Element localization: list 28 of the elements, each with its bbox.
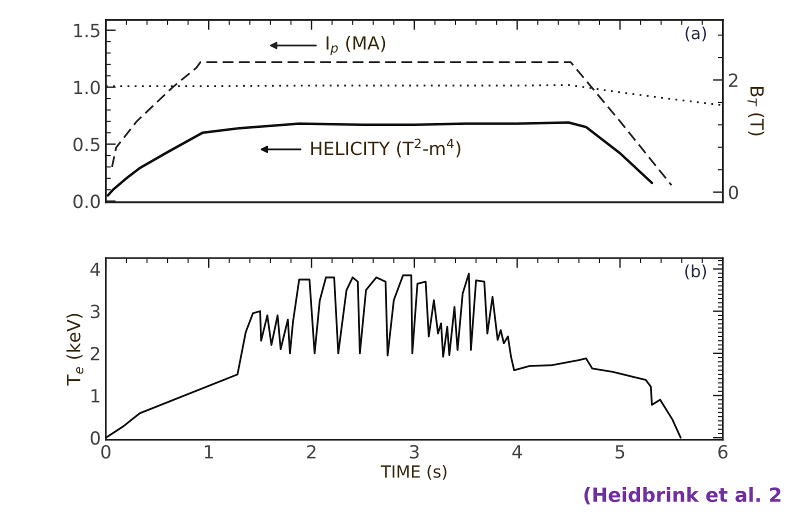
annotation: (b) — [685, 264, 706, 280]
y2-tick-label: 2 — [729, 73, 738, 87]
y-tick-label: 0.5 — [73, 138, 100, 152]
y-axis-title: T$_{e}$ (keV) — [66, 314, 84, 386]
annotation: (a) — [686, 26, 706, 42]
y2-tick-label: 0 — [728, 186, 738, 200]
y-tick-label: 3 — [90, 304, 100, 318]
legend-label: I$_{p}$ (MA) — [326, 36, 386, 56]
y2-axis-title: B$_{T}$ (T) — [748, 87, 764, 136]
y-tick-label: 1.5 — [74, 24, 100, 38]
legend-label: HELICITY (T$^{2}$-m$^{4}$) — [311, 138, 460, 158]
y-tick-label: 0 — [90, 431, 100, 445]
y-tick-label: 1 — [91, 389, 100, 402]
y-tick-label: 0.0 — [73, 194, 100, 208]
y-tick-label: 1.0 — [74, 80, 100, 94]
x-tick-label: 0 — [101, 444, 110, 459]
line-series — [106, 272, 682, 439]
y-tick-label: 4 — [90, 262, 100, 276]
y-tick-label: 2 — [90, 346, 100, 360]
text: (Heidbrink et al. 2 — [584, 487, 780, 504]
x-tick-label: 5 — [616, 445, 624, 459]
x-tick-label: 1 — [204, 445, 213, 458]
x-tick-label: 2 — [307, 444, 316, 458]
line-series — [106, 121, 654, 197]
x-tick-label: 4 — [512, 445, 522, 458]
x-tick-label: 3 — [410, 444, 419, 459]
x-tick-label: 6 — [718, 444, 728, 459]
x-axis-title: TIME (s) — [380, 464, 446, 480]
